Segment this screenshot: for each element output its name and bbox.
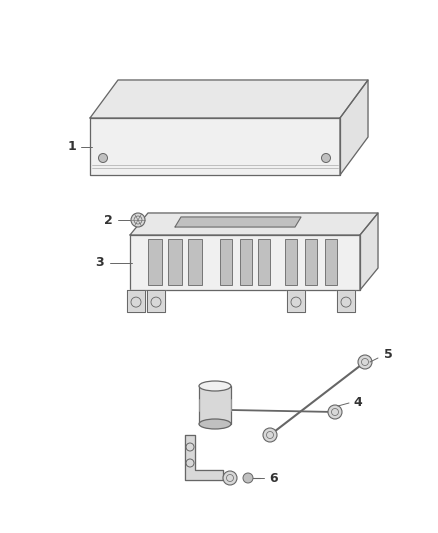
Text: 4: 4 [353, 397, 362, 409]
Circle shape [358, 355, 372, 369]
Polygon shape [130, 235, 360, 290]
Polygon shape [127, 290, 145, 312]
Bar [305, 239, 317, 285]
Polygon shape [175, 217, 301, 227]
Polygon shape [287, 290, 305, 312]
Bar [168, 239, 182, 285]
Text: 6: 6 [270, 472, 278, 484]
Bar [199, 386, 231, 424]
Bar [188, 239, 202, 285]
Polygon shape [185, 435, 223, 480]
Ellipse shape [199, 381, 231, 391]
Ellipse shape [199, 419, 231, 429]
Bar [285, 239, 297, 285]
Text: 1: 1 [67, 141, 76, 154]
Polygon shape [90, 80, 368, 118]
Polygon shape [90, 118, 340, 175]
Circle shape [328, 405, 342, 419]
Circle shape [223, 471, 237, 485]
Bar [240, 239, 252, 285]
Polygon shape [337, 290, 355, 312]
Polygon shape [340, 80, 368, 175]
Circle shape [243, 473, 253, 483]
Polygon shape [360, 213, 378, 290]
Circle shape [99, 154, 107, 163]
Circle shape [321, 154, 331, 163]
Bar [148, 239, 162, 285]
Text: 5: 5 [384, 349, 392, 361]
Bar [325, 239, 337, 285]
Polygon shape [147, 290, 165, 312]
Bar [258, 239, 270, 285]
Circle shape [263, 428, 277, 442]
Bar [220, 239, 232, 285]
Polygon shape [130, 213, 378, 235]
Text: 2: 2 [104, 214, 113, 227]
Text: 3: 3 [95, 256, 104, 270]
Circle shape [131, 213, 145, 227]
